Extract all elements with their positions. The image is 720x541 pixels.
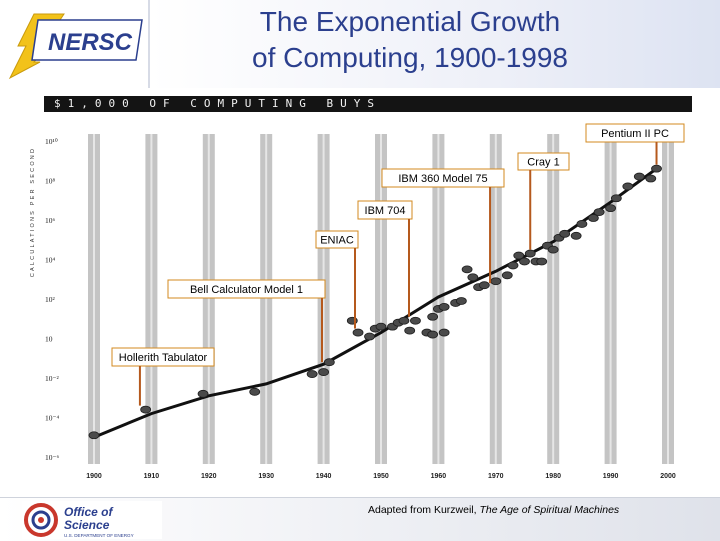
data-point (318, 368, 330, 376)
office-of-science-logo: Office of Science U.S. DEPARTMENT OF ENE… (22, 501, 162, 539)
x-tick-label: 1950 (373, 473, 389, 480)
y-tick-label: 10⁻⁶ (45, 453, 59, 462)
y-tick-label: 10 (45, 335, 53, 344)
growth-chart: 1900 1910 1920 1930 1940 1950 1960 1970 1980 1990… (30, 118, 690, 480)
data-point (88, 431, 100, 440)
data-point (490, 277, 502, 286)
annotation-label: Bell Calculator Model 1 (190, 284, 303, 296)
annotation-box (167, 279, 326, 299)
data-point (398, 316, 410, 325)
annotation-label: Hollerith Tabulator (119, 352, 208, 364)
annotation-label: IBM 360 Model 75 (398, 173, 487, 185)
data-point (513, 251, 525, 260)
data-point (467, 273, 479, 282)
data-point (547, 245, 559, 254)
title-line-2: of Computing, 1900-1998 (252, 42, 568, 73)
annotation-box (111, 347, 215, 367)
data-point (410, 316, 421, 325)
data-point (306, 370, 318, 378)
x-tick-label: 1970 (488, 473, 504, 480)
data-point (593, 208, 605, 216)
data-point (364, 332, 375, 341)
data-point (622, 182, 634, 191)
data-point (519, 257, 530, 266)
logo-line-1: Office of (64, 505, 113, 519)
data-point (501, 271, 513, 280)
data-point (140, 405, 152, 414)
data-point (352, 328, 364, 337)
x-tick-label: 1920 (201, 473, 217, 480)
data-point (461, 265, 473, 274)
plot-background (40, 118, 690, 466)
x-tick-label: 1960 (431, 473, 447, 480)
annotation-box (357, 200, 413, 220)
logo-line-2: Science (64, 518, 110, 532)
data-point (438, 328, 450, 337)
data-point (438, 302, 450, 311)
data-point (197, 389, 209, 398)
data-point (559, 229, 571, 238)
data-point (427, 330, 439, 339)
data-point (507, 261, 519, 270)
x-tick-label: 1980 (545, 473, 561, 480)
nersc-logo: NERSC (8, 13, 143, 80)
trend-line (93, 167, 658, 439)
data-point (576, 220, 588, 228)
logo-text: NERSC (48, 29, 133, 56)
title-line-1: The Exponential Growth (259, 6, 561, 37)
y-tick-label: 10⁴ (45, 256, 56, 265)
annotation-box (381, 168, 505, 188)
page-title: The Exponential Growth of Computing, 190… (150, 4, 670, 76)
data-point (610, 194, 622, 203)
data-point (645, 174, 657, 183)
annotation-label: Cray 1 (527, 157, 559, 169)
x-tick-label: 1940 (316, 473, 332, 480)
annotation-label: ENIAC (320, 235, 354, 247)
y-tick-label: 10⁶ (45, 216, 56, 225)
data-point (651, 164, 662, 173)
header-background (150, 0, 720, 88)
y-tick-label: 10⁻² (45, 374, 59, 383)
y-tick-label: 10² (45, 295, 56, 304)
annotation-box (585, 123, 685, 143)
logo-line-3: U.S. DEPARTMENT OF ENERGY (64, 533, 134, 538)
data-point (249, 387, 261, 396)
x-tick-label: 1990 (603, 473, 619, 480)
y-tick-label: 10⁻⁴ (45, 414, 59, 423)
data-point (524, 249, 536, 258)
annotation-label: Pentium II PC (601, 128, 669, 140)
x-tick-label: 1900 (86, 473, 102, 480)
data-point (455, 297, 467, 305)
header-divider (148, 0, 150, 88)
y-tick-label: 10⁸ (45, 177, 56, 186)
x-tick-label: 2000 (660, 473, 676, 480)
x-tick-label: 1930 (258, 473, 274, 480)
credit-prefix: Adapted from Kurzweil, (368, 504, 480, 516)
data-point (478, 281, 490, 290)
data-point (536, 257, 548, 266)
data-point (404, 326, 416, 335)
data-point (427, 312, 439, 321)
source-credit: Adapted from Kurzweil, The Age of Spirit… (368, 504, 619, 516)
data-point (605, 204, 616, 213)
y-axis-title: CALCULATIONS PER SECOND (30, 147, 36, 277)
chart-banner: $1,000 OF COMPUTING BUYS (44, 96, 692, 112)
data-point (587, 214, 599, 222)
y-tick-label: 10¹⁰ (45, 137, 58, 146)
data-point (323, 358, 335, 367)
credit-book-title: The Age of Spiritual Machines (479, 504, 620, 516)
data-point (570, 231, 582, 240)
annotation-label: IBM 704 (365, 205, 406, 217)
annotation-box (517, 152, 570, 171)
annotation-box (315, 230, 359, 249)
x-tick-label: 1910 (144, 473, 160, 480)
data-point (375, 322, 387, 331)
data-point (633, 172, 645, 181)
